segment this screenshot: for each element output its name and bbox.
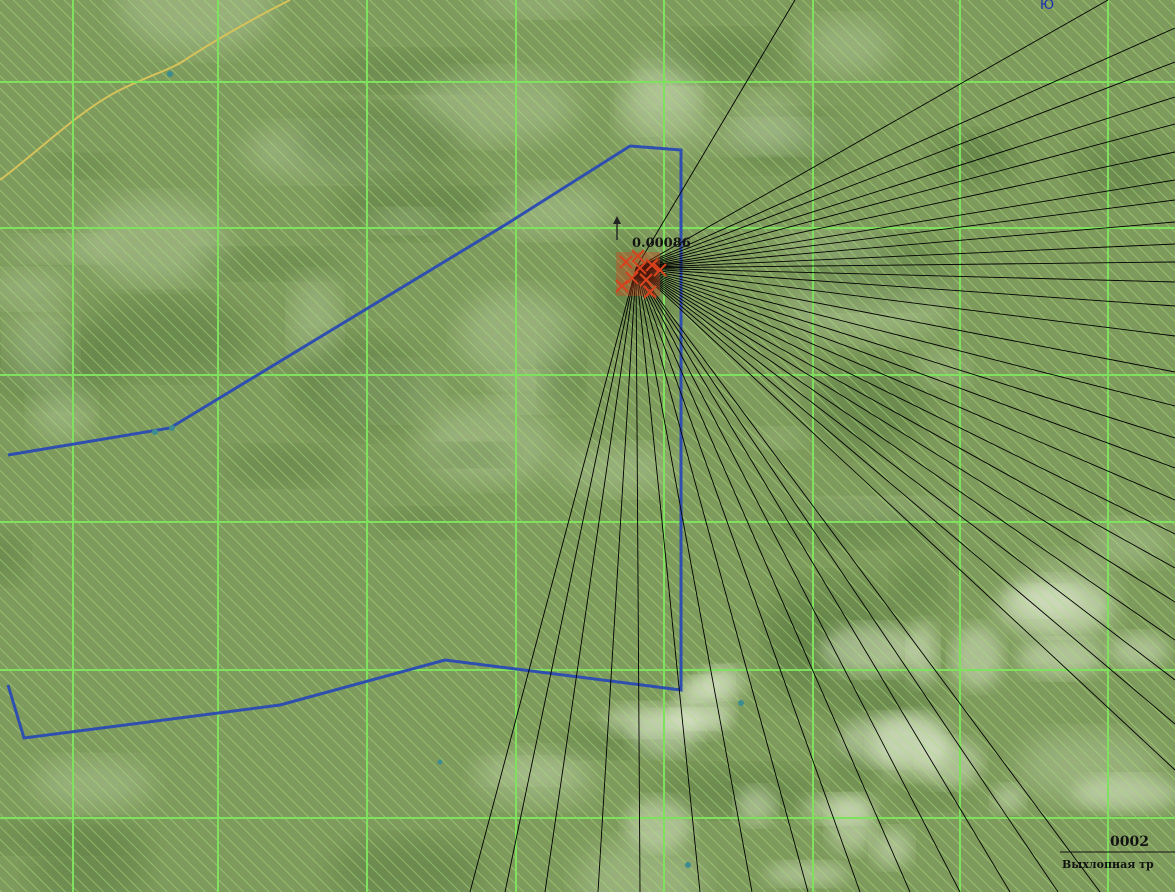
cross-stroke — [625, 271, 639, 285]
ray-line — [635, 267, 1175, 439]
ray-line — [635, 96, 1175, 269]
source-caption-label: Выхлопная тр — [1062, 858, 1154, 871]
cross-stroke — [653, 263, 667, 277]
ray-line — [635, 267, 1175, 771]
ray-line — [635, 267, 1175, 681]
ray-line — [635, 243, 1175, 269]
ray-line — [635, 267, 1175, 641]
emission-source-marker[interactable] — [613, 216, 667, 299]
ray-line — [544, 267, 637, 892]
ray-line — [635, 267, 911, 892]
ray-line — [635, 0, 796, 269]
source-legend: 0002 Выхлопная тр — [1060, 834, 1175, 871]
source-cross — [619, 255, 633, 269]
ray-line — [635, 61, 1175, 269]
ray-line — [635, 267, 1011, 892]
calculation-rays — [469, 0, 1175, 892]
ray-line — [635, 267, 1175, 307]
road-line — [0, 0, 291, 181]
ray-line — [635, 267, 961, 892]
cross-stroke — [639, 273, 653, 287]
source-cross — [625, 271, 639, 285]
source-code-label: 0002 — [1110, 834, 1149, 850]
ray-line — [469, 267, 637, 892]
ray-line — [635, 267, 1175, 501]
ray-line — [635, 267, 861, 892]
ray-line — [635, 267, 1175, 469]
ray-line — [635, 261, 1175, 269]
ray-line — [635, 199, 1175, 269]
source-cross — [645, 258, 659, 272]
ray-line — [635, 267, 1175, 603]
ray-line — [635, 267, 1175, 725]
ray-line — [635, 267, 1175, 407]
ray-line — [635, 267, 701, 892]
cross-stroke — [619, 255, 633, 269]
source-cross — [615, 279, 629, 293]
ray-line — [635, 267, 641, 892]
source-cross — [643, 285, 657, 299]
zone-boundary-line — [6, 144, 683, 740]
ray-line — [635, 221, 1175, 269]
ray-line — [635, 267, 1175, 373]
ray-line — [635, 123, 1175, 269]
source-cross — [653, 263, 667, 277]
ray-line — [635, 267, 1175, 337]
source-cross — [639, 273, 653, 287]
ray-line — [504, 267, 637, 892]
ray-line — [635, 267, 1101, 892]
source-cross — [631, 249, 645, 263]
cross-stroke — [645, 258, 659, 272]
ray-line — [635, 179, 1175, 269]
source-cross — [633, 261, 647, 275]
ray-line — [635, 27, 1175, 269]
cross-stroke — [643, 285, 657, 299]
ray-line — [635, 267, 809, 892]
ray-line — [635, 151, 1175, 269]
ray-line — [635, 267, 1059, 892]
concentration-value-label: 0.00086 — [632, 236, 691, 251]
ray-line — [635, 267, 1175, 283]
source-pin-head — [613, 216, 621, 224]
ray-line — [635, 267, 753, 892]
ray-line — [597, 267, 637, 892]
cross-stroke — [615, 279, 629, 293]
ray-line — [635, 267, 1175, 569]
cross-stroke — [633, 261, 647, 275]
ray-line — [635, 267, 1175, 535]
corner-label: Ю — [1040, 0, 1054, 13]
ray-line — [635, 0, 1109, 269]
cross-stroke — [631, 249, 645, 263]
terrain-features — [152, 71, 744, 868]
